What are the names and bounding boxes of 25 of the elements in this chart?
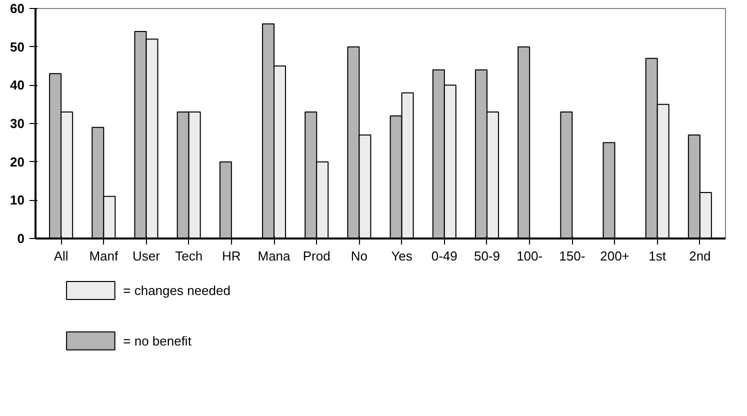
y-tick-label: 0 [17, 231, 25, 246]
x-tick-label: 50-9 [474, 248, 500, 264]
y-tick-label: 40 [10, 78, 25, 93]
x-tick-label: Manf [89, 248, 118, 264]
y-tick-label: 20 [10, 154, 25, 170]
y-tick-label: 60 [10, 1, 25, 16]
x-tick-label: No [350, 248, 368, 264]
x-tick-label: 0-49 [431, 248, 458, 264]
y-tick-label: 50 [10, 39, 25, 54]
x-tick-label: Yes [391, 248, 413, 264]
x-tick-label: 2nd [689, 248, 711, 264]
legend-label: = no benefit [123, 333, 192, 348]
x-tick-label: 100- [516, 248, 543, 264]
x-tick-label: HR [222, 248, 241, 264]
x-tick-label: Mana [258, 248, 292, 264]
x-tick-label: All [54, 248, 68, 264]
y-tick-label: 10 [10, 192, 25, 208]
x-tick-label: Prod [302, 248, 330, 264]
x-tick-label: Tech [175, 248, 203, 264]
y-tick-label: 30 [10, 116, 25, 131]
x-tick-label: 150- [559, 248, 586, 264]
x-tick-label: User [132, 248, 161, 264]
x-tick-label: 1st [648, 248, 666, 264]
legend-label: = changes needed [123, 283, 230, 298]
x-tick-label: 200+ [600, 248, 630, 264]
